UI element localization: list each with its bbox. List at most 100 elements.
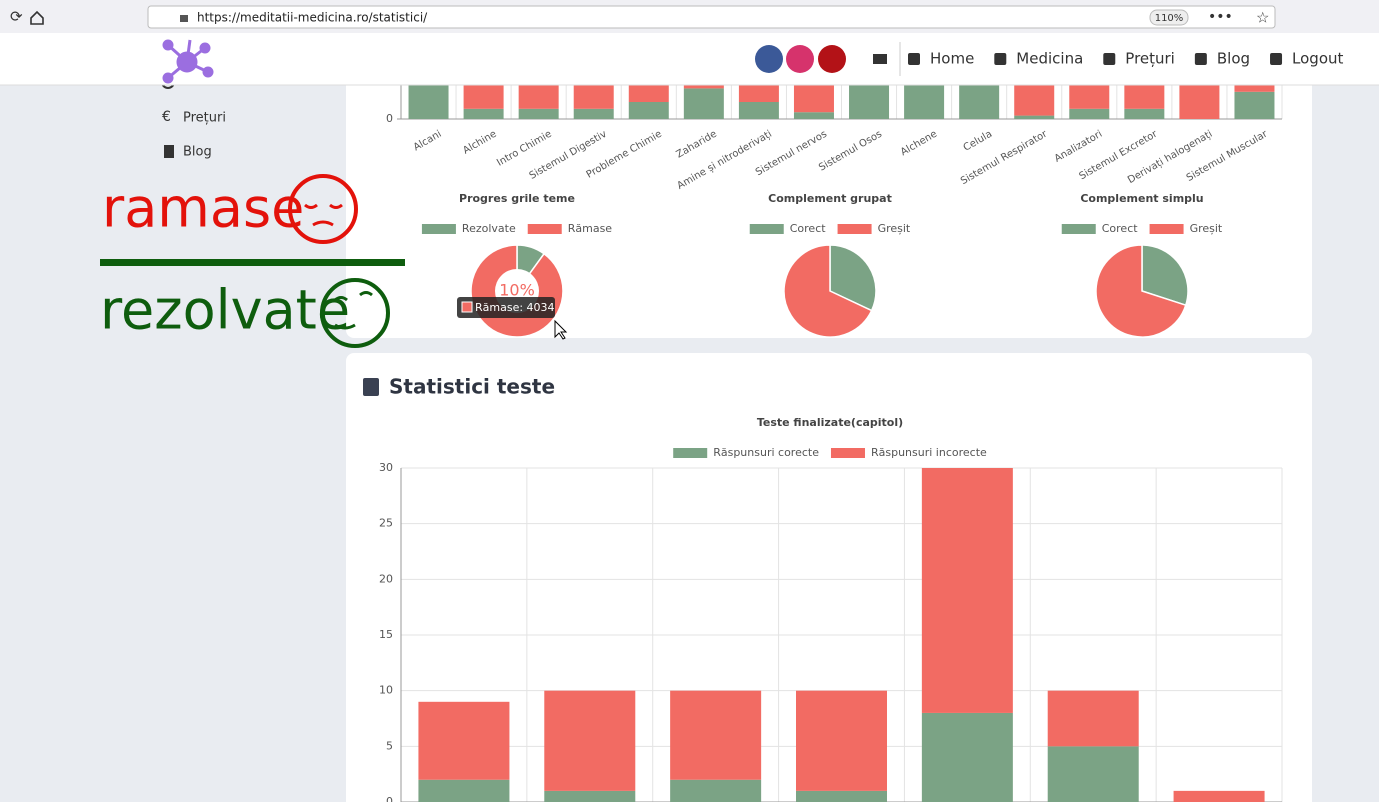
- sidebar-item[interactable]: Blog: [183, 145, 212, 160]
- tests-card: [346, 353, 1312, 802]
- bar-segment: [628, 102, 669, 119]
- y-tick-label: 10: [379, 684, 393, 697]
- bar-segment: [418, 701, 510, 780]
- top-bars: Home Medicina Prețuri Blog Logout ⟳ https://…: [0, 0, 1379, 86]
- divider: [100, 259, 405, 266]
- bar-segment: [793, 85, 834, 113]
- pie-slice: [1095, 244, 1187, 338]
- legend-swatch: [1149, 224, 1184, 234]
- nav-icon: [1194, 53, 1207, 65]
- sidebar: Profil € Prețuri Blog: [161, 75, 226, 160]
- home-button[interactable]: [30, 10, 44, 25]
- legend-label: Greșit: [1190, 222, 1223, 235]
- legend: Răspunsuri corecte Răspunsuri incorecte: [673, 446, 987, 459]
- bar-segment: [418, 779, 510, 802]
- bar-segment: [544, 690, 636, 791]
- zoom-badge[interactable]: [1149, 9, 1189, 26]
- overlay-top: ramase: [102, 177, 304, 240]
- nav-item[interactable]: Logout: [1292, 50, 1343, 68]
- legend-label: Greșit: [878, 222, 911, 235]
- mail-icon[interactable]: [873, 54, 887, 64]
- bar-segment: [544, 790, 636, 802]
- top-card: [346, 60, 1312, 338]
- tooltip-box: [457, 297, 555, 318]
- sidebar-item[interactable]: Prețuri: [183, 111, 226, 126]
- bar-segment: [1124, 85, 1165, 109]
- bar-segment: [796, 690, 887, 791]
- overlay-bottom: rezolvate: [100, 279, 350, 342]
- nav-icon: [908, 53, 920, 65]
- star-icon[interactable]: ☆: [1256, 9, 1269, 27]
- relieved-face-features: [334, 291, 373, 330]
- y-tick-label: 0: [386, 795, 393, 802]
- sad-face-features: [304, 203, 343, 227]
- bar-segment: [670, 779, 762, 802]
- bar-segment: [959, 85, 1000, 119]
- bar-segment: [1069, 85, 1110, 109]
- bar-segment: [573, 85, 614, 109]
- tooltip-text: Rămase: 4034: [475, 301, 555, 314]
- legend: Corect Greșit: [1061, 222, 1223, 235]
- bar-segment: [1014, 85, 1055, 116]
- bar-segment: [683, 88, 724, 119]
- bar-segment: [1047, 690, 1139, 747]
- bar-segment: [628, 85, 669, 102]
- bar-segment: [849, 85, 890, 119]
- nav-icon: [994, 53, 1007, 65]
- bar-segment: [921, 712, 1013, 802]
- bar-segment: [573, 108, 614, 119]
- nav-icon: [1270, 53, 1283, 65]
- bar-segment: [518, 108, 559, 119]
- nav-item[interactable]: Home: [930, 50, 974, 68]
- facebook-icon[interactable]: [755, 45, 783, 73]
- overlay: ramase rezolvate: [100, 174, 405, 348]
- zoom-level[interactable]: 110%: [1155, 13, 1184, 24]
- bar-segment: [1069, 108, 1110, 119]
- bar-segment: [1234, 85, 1275, 92]
- url[interactable]: https://meditatii-medicina.ro/statistici…: [197, 11, 428, 25]
- bar-segment: [1234, 91, 1275, 119]
- legend-swatch: [421, 224, 456, 234]
- nav-item[interactable]: Medicina: [1016, 50, 1083, 68]
- legend-swatch: [527, 224, 562, 234]
- url-bar[interactable]: [147, 5, 1276, 29]
- bar-segment: [738, 85, 779, 102]
- bar-segment: [518, 85, 559, 109]
- bar-segment: [1014, 115, 1055, 119]
- center-label: 10%: [499, 281, 535, 300]
- y-tick-label: 5: [386, 739, 393, 752]
- y-tick-label: 20: [379, 572, 393, 585]
- tooltip: Rămase: 4034: [457, 297, 568, 340]
- lock-icon: [180, 15, 188, 22]
- bar-segment: [463, 85, 504, 109]
- nav-item[interactable]: Prețuri: [1125, 50, 1175, 68]
- bar-segment: [921, 468, 1013, 713]
- bar-segment: [796, 790, 887, 802]
- menu-dots[interactable]: •••: [1208, 9, 1233, 25]
- bar-segment: [738, 102, 779, 119]
- youtube-icon[interactable]: [818, 45, 846, 73]
- legend: Corect Greșit: [749, 222, 911, 235]
- y-tick-label: 0: [386, 112, 393, 125]
- pie-slice: [783, 244, 873, 338]
- clipboard-icon: [363, 378, 379, 396]
- nav-item[interactable]: Blog: [1217, 50, 1250, 68]
- relieved-face: [320, 278, 390, 348]
- bar-segment: [1047, 746, 1139, 802]
- site-nav: [0, 33, 1379, 85]
- legend-label: Corect: [1102, 222, 1139, 235]
- legend-swatch: [673, 448, 708, 458]
- bar-segment: [408, 85, 449, 119]
- bar-segment: [1173, 790, 1265, 802]
- sad-face: [288, 174, 358, 244]
- reload-button[interactable]: ⟳: [10, 8, 23, 26]
- chart-title: Progres grile teme: [459, 192, 575, 205]
- tooltip-swatch: [461, 301, 473, 313]
- bar-segment: [1179, 85, 1220, 119]
- instagram-icon[interactable]: [786, 45, 814, 73]
- bar-segment: [683, 85, 724, 89]
- legend-swatch: [837, 224, 872, 234]
- bar-segment: [1124, 108, 1165, 119]
